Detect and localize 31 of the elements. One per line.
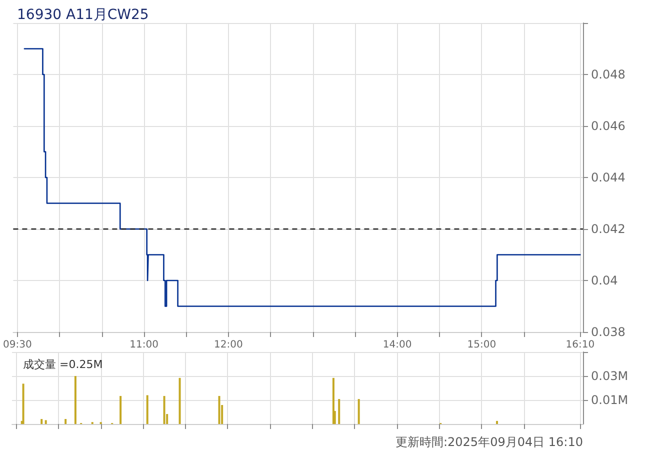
text: 更新時間:2025年09月04日 16:10 <box>395 435 584 449</box>
y-tick-label: 0.044 <box>591 170 626 184</box>
text: 成交量 =0.25M <box>23 358 103 371</box>
bar <box>163 396 166 424</box>
bar <box>358 399 360 424</box>
x-tick-label: 14:00 <box>382 340 412 350</box>
bar <box>40 419 43 424</box>
x-tick-label: 16:10 <box>566 340 595 350</box>
bar <box>218 396 220 424</box>
y-tick-label: 0.042 <box>591 222 626 236</box>
bar <box>332 378 334 424</box>
bar <box>44 420 47 424</box>
bar <box>496 420 498 424</box>
bar <box>64 419 67 424</box>
bar <box>146 395 148 424</box>
x-tick-label: 15:00 <box>467 340 496 350</box>
y-tick-label: 0.01M <box>591 393 628 407</box>
bar <box>74 376 76 424</box>
chart-title: 16930 A11月CW25 <box>17 7 149 23</box>
bar <box>178 378 181 424</box>
y-tick-label: 0.03M <box>591 369 628 383</box>
y-tick-label: 0.046 <box>591 119 626 133</box>
bar <box>22 384 24 424</box>
y-tick-label: 0.04 <box>591 274 618 288</box>
bar <box>338 399 340 424</box>
x-tick-label: 09:30 <box>2 340 32 350</box>
y-tick-label: 0.048 <box>591 68 626 82</box>
bar <box>120 396 122 424</box>
x-tick-label: 12:00 <box>214 340 243 350</box>
x-tick-label: 11:00 <box>130 340 158 350</box>
y-tick-label: 0.038 <box>591 325 626 339</box>
